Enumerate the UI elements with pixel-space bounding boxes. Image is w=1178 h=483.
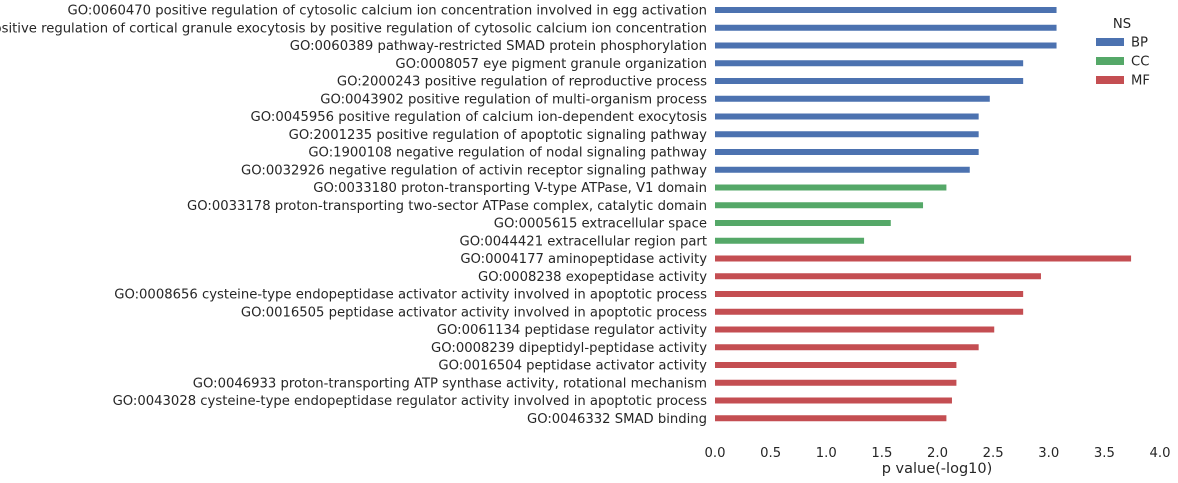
- category-label: GO:0008238 exopeptidase activity: [478, 270, 707, 285]
- category-label: GO:2001235 positive regulation of apopto…: [289, 128, 708, 143]
- legend-title: NS: [1113, 17, 1131, 32]
- x-tick-label: 0.5: [760, 446, 781, 461]
- category-label: GO:0044421 extracellular region part: [460, 234, 707, 249]
- category-label: GO:0005615 extracellular space: [494, 217, 707, 232]
- bar-bp: [715, 42, 1057, 49]
- category-label: GO:0016504 peptidase activator activity: [438, 359, 707, 374]
- category-label: GO:0046933 proton-transporting ATP synth…: [193, 376, 707, 391]
- x-tick-label: 0.0: [705, 446, 726, 461]
- legend-label-cc: CC: [1131, 55, 1149, 70]
- bar-mf: [715, 291, 1024, 297]
- category-label: GO:0016505 peptidase activator activity …: [241, 305, 707, 320]
- bar-mf: [715, 415, 947, 422]
- category-labels: GO:0060470 positive regulation of cytoso…: [0, 4, 707, 427]
- bar-mf: [715, 379, 957, 386]
- x-tick-label: 2.5: [983, 446, 1004, 461]
- legend-items: BP CC MF: [1096, 36, 1150, 89]
- category-label: GO:0004177 aminopeptidase activity: [460, 252, 707, 267]
- category-label: GO:0008239 dipeptidyl-peptidase activity: [431, 341, 707, 356]
- legend-swatch-bp: [1096, 38, 1124, 46]
- bar-bp: [715, 95, 990, 102]
- bar-mf: [715, 397, 952, 404]
- category-label: GO:0008057 eye pigment granule organizat…: [395, 57, 707, 72]
- bar-bp: [715, 78, 1024, 84]
- category-label: GO:0060470 positive regulation of cytoso…: [68, 4, 707, 19]
- category-label: GO:1900108 negative regulation of nodal …: [308, 146, 707, 161]
- bar-cc: [715, 202, 924, 209]
- x-tick-label: 4.0: [1150, 446, 1171, 461]
- x-axis-title: p value(-log10): [882, 461, 993, 477]
- category-label: GO:0061134 peptidase regulator activity: [437, 323, 707, 338]
- legend-label-bp: BP: [1131, 36, 1148, 51]
- bar-cc: [715, 220, 891, 226]
- bar-mf: [715, 255, 1132, 262]
- legend: NS BP CC MF: [1096, 17, 1150, 89]
- bar-mf: [715, 273, 1041, 280]
- category-label: GO:0033178 proton-transporting two-secto…: [187, 199, 707, 214]
- x-tick-label: 1.0: [816, 446, 837, 461]
- bar-bp: [715, 7, 1057, 13]
- category-label: GO:0045956 positive regulation of calciu…: [251, 110, 708, 125]
- bar-mf: [715, 308, 1024, 315]
- bar-mf: [715, 362, 957, 368]
- category-label: GO:0032926 negative regulation of activi…: [241, 163, 707, 178]
- category-label: GO:2000243 positive regulation of reprod…: [337, 75, 707, 90]
- bars-group: [715, 7, 1132, 422]
- legend-label-mf: MF: [1131, 74, 1150, 89]
- bar-mf: [715, 326, 995, 333]
- legend-swatch-cc: [1096, 57, 1124, 65]
- x-tick-label: 2.0: [927, 446, 948, 461]
- bar-mf: [715, 344, 979, 351]
- x-tick-label: 3.0: [1038, 446, 1059, 461]
- category-label: GO:0060389 pathway-restricted SMAD prote…: [290, 39, 707, 54]
- x-tick-label: 3.5: [1094, 446, 1115, 461]
- bar-cc: [715, 184, 947, 191]
- bar-bp: [715, 24, 1057, 31]
- bar-bp: [715, 113, 979, 120]
- category-label: GO:0043028 cysteine-type endopeptidase r…: [113, 394, 708, 409]
- x-tick-label: 1.5: [871, 446, 892, 461]
- bar-bp: [715, 131, 979, 138]
- bar-bp: [715, 60, 1024, 67]
- category-label: GO:0046332 SMAD binding: [527, 412, 707, 427]
- category-label: GO:0008656 cysteine-type endopeptidase a…: [114, 288, 707, 303]
- category-label: GO:0043902 positive regulation of multi-…: [320, 92, 707, 107]
- legend-swatch-mf: [1096, 76, 1124, 84]
- x-tick-labels: 0.0 0.5 1.0 1.5 2.0 2.5 3.0 3.5 4.0: [705, 446, 1171, 461]
- category-label: GO:0033180 proton-transporting V-type AT…: [313, 181, 707, 196]
- category-label: GO:0060472 positive regulation of cortic…: [0, 21, 707, 36]
- bar-cc: [715, 237, 865, 244]
- bar-bp: [715, 149, 979, 155]
- bar-bp: [715, 166, 970, 173]
